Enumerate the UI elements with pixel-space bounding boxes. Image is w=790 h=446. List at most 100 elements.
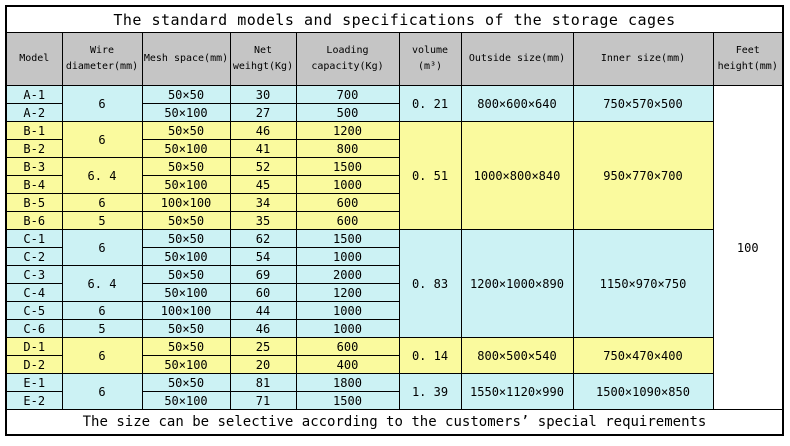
- cell-wire-diameter: 6. 4: [61, 265, 143, 302]
- spec-row-c-2: C-2 50×100 54 1000: [5, 247, 783, 266]
- cell-model: C-2: [5, 247, 63, 266]
- cell-wire-diameter: 5: [61, 319, 143, 338]
- cell-mesh-space: 50×50: [141, 229, 231, 248]
- cell-model: E-1: [5, 373, 63, 392]
- cell-model: C-3: [5, 265, 63, 284]
- cell-model: D-1: [5, 337, 63, 356]
- cell-mesh-space: 50×50: [141, 337, 231, 356]
- cell-mesh-space: 100×100: [141, 301, 231, 320]
- cell-mesh-space: 50×100: [141, 391, 231, 410]
- spec-row-b-6: B-6 5 50×50 35 600: [5, 211, 783, 230]
- cell-loading-capacity: 800: [295, 139, 400, 158]
- spec-row-b-1: B-1 6 50×50 46 1200 0. 51 1000×800×840 950×770×…: [5, 121, 783, 230]
- cell-wire-diameter: 6. 4: [61, 157, 143, 194]
- spec-row-a-1: A-1 6 50×50 30 700 0. 21 800×600×640 750×570×50…: [5, 85, 784, 410]
- cell-mesh-space: 100×100: [141, 193, 231, 212]
- cell-mesh-space: 50×100: [141, 139, 231, 158]
- header-feet-height: Feet height(mm): [712, 32, 784, 86]
- cell-outside-size: 1200×1000×890: [460, 229, 574, 338]
- cell-volume: 0. 21: [398, 85, 462, 122]
- header-mesh-space: Mesh space(mm): [141, 32, 231, 86]
- cell-model: B-4: [5, 175, 63, 194]
- cell-outside-size: 800×600×640: [460, 85, 574, 122]
- cell-loading-capacity: 1200: [295, 121, 400, 140]
- cell-net-weight: 60: [229, 283, 297, 302]
- cell-loading-capacity: 1000: [295, 175, 400, 194]
- cell-outside-size: 1550×1120×990: [460, 373, 574, 410]
- cell-loading-capacity: 1000: [295, 247, 400, 266]
- cell-net-weight: 52: [229, 157, 297, 176]
- cell-model: B-6: [5, 211, 63, 230]
- cell-loading-capacity: 700: [295, 85, 400, 104]
- spec-row-c-1: C-1 6 50×50 62 1500 0. 83 1200×1000×890 1150×97…: [5, 229, 783, 338]
- header-volume: volume (m³): [398, 32, 462, 86]
- cell-net-weight: 44: [229, 301, 297, 320]
- cell-loading-capacity: 1500: [295, 157, 400, 176]
- cell-inner-size: 950×770×700: [572, 121, 714, 230]
- cell-mesh-space: 50×50: [141, 211, 231, 230]
- cell-net-weight: 46: [229, 121, 297, 140]
- cell-loading-capacity: 1000: [295, 301, 400, 320]
- cell-wire-diameter: 6: [61, 373, 143, 410]
- cell-mesh-space: 50×50: [141, 157, 231, 176]
- spec-row-c-5: C-5 6 100×100 44 1000: [5, 301, 783, 320]
- cell-mesh-space: 50×50: [141, 265, 231, 284]
- spec-row-e-1: E-1 6 50×50 81 1800 1. 39 1550×1120×990 1500×10…: [5, 373, 783, 410]
- cell-net-weight: 27: [229, 103, 297, 122]
- cell-model: B-2: [5, 139, 63, 158]
- spec-row-c-6: C-6 5 50×50 46 1000: [5, 319, 783, 338]
- cell-model: C-6: [5, 319, 63, 338]
- cell-wire-diameter: 5: [61, 211, 143, 230]
- cell-net-weight: 69: [229, 265, 297, 284]
- cell-mesh-space: 50×100: [141, 283, 231, 302]
- spec-row-d-1: D-1 6 50×50 25 600 0. 14 800×500×540 750×470×40…: [5, 337, 783, 374]
- cell-model: B-1: [5, 121, 63, 140]
- cell-net-weight: 54: [229, 247, 297, 266]
- cell-loading-capacity: 600: [295, 193, 400, 212]
- cell-loading-capacity: 1500: [295, 229, 400, 248]
- cell-inner-size: 750×470×400: [572, 337, 714, 374]
- cell-mesh-space: 50×50: [141, 85, 231, 104]
- cell-net-weight: 25: [229, 337, 297, 356]
- header-row: Model Wire diameter(mm) Mesh space(mm) N…: [5, 32, 784, 86]
- cell-model: C-5: [5, 301, 63, 320]
- spec-row-b-4: B-4 50×100 45 1000: [5, 175, 783, 194]
- table-footer: The size can be selective according to t…: [5, 409, 784, 436]
- cell-model: C-4: [5, 283, 63, 302]
- header-wire-diameter: Wire diameter(mm): [61, 32, 143, 86]
- cell-model: C-1: [5, 229, 63, 248]
- cell-mesh-space: 50×100: [141, 355, 231, 374]
- spec-row-b-3: B-3 6. 4 50×50 52 1500: [5, 157, 783, 194]
- cell-model: B-5: [5, 193, 63, 212]
- cell-mesh-space: 50×50: [141, 373, 231, 392]
- cell-loading-capacity: 1500: [295, 391, 400, 410]
- cell-loading-capacity: 1800: [295, 373, 400, 392]
- cell-net-weight: 81: [229, 373, 297, 392]
- cell-model: E-2: [5, 391, 63, 410]
- cell-net-weight: 62: [229, 229, 297, 248]
- spec-table: The standard models and specifications o…: [5, 5, 784, 436]
- cell-outside-size: 1000×800×840: [460, 121, 574, 230]
- cell-net-weight: 30: [229, 85, 297, 104]
- cell-wire-diameter: 6: [61, 85, 143, 122]
- cell-loading-capacity: 600: [295, 211, 400, 230]
- header-outside-size: Outside size(mm): [460, 32, 574, 86]
- cell-loading-capacity: 1200: [295, 283, 400, 302]
- cell-net-weight: 45: [229, 175, 297, 194]
- cell-mesh-space: 50×100: [141, 247, 231, 266]
- header-model: Model: [5, 32, 63, 86]
- cell-outside-size: 800×500×540: [460, 337, 574, 374]
- table-body: A-1 6 50×50 30 700 0. 21 800×600×640 750×570×50…: [5, 85, 784, 410]
- footer-row: The size can be selective according to t…: [5, 409, 784, 436]
- cell-model: D-2: [5, 355, 63, 374]
- cell-volume: 0. 83: [398, 229, 462, 338]
- cell-volume: 0. 14: [398, 337, 462, 374]
- spec-row-d-2: D-2 50×100 20 400: [5, 355, 783, 374]
- cell-net-weight: 20: [229, 355, 297, 374]
- cell-wire-diameter: 6: [61, 229, 143, 266]
- cell-wire-diameter: 6: [61, 301, 143, 320]
- cell-net-weight: 41: [229, 139, 297, 158]
- spec-row-e-2: E-2 50×100 71 1500: [5, 391, 783, 410]
- cell-inner-size: 1500×1090×850: [572, 373, 714, 410]
